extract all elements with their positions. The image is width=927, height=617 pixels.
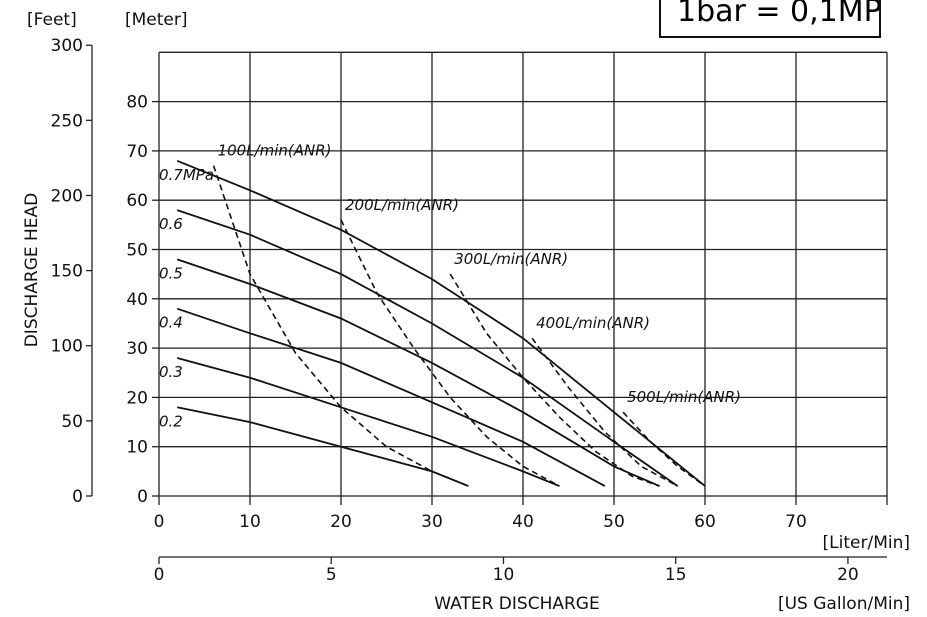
gallon-tick-label: 15 bbox=[665, 565, 687, 585]
air-consumption-label: 100L/min(ANR) bbox=[218, 142, 332, 160]
liter-tick-label: 30 bbox=[421, 512, 443, 532]
liter-tick-label: 10 bbox=[239, 512, 261, 532]
liter-tick-label: 0 bbox=[154, 512, 165, 532]
y-axis-title: DISCHARGE HEAD bbox=[22, 193, 42, 348]
meter-tick-label: 0 bbox=[137, 487, 148, 507]
meter-tick-label: 80 bbox=[126, 93, 148, 113]
feet-tick-label: 300 bbox=[51, 36, 83, 56]
air-consumption-curve-300L/min(ANR) bbox=[449, 273, 660, 487]
unit-conversion-note: 1bar = 0,1MPa bbox=[659, 0, 881, 38]
air-consumption-curve-200L/min(ANR) bbox=[340, 219, 560, 487]
feet-tick-label: 150 bbox=[51, 262, 83, 282]
air-consumption-curve-400L/min(ANR) bbox=[531, 337, 679, 487]
meter-tick-label: 30 bbox=[126, 339, 148, 359]
pressure-curve-0.6 bbox=[176, 209, 679, 487]
meter-tick-label: 60 bbox=[126, 191, 148, 211]
air-consumption-label: 200L/min(ANR) bbox=[345, 196, 459, 214]
pressure-label: 0.2 bbox=[159, 412, 183, 430]
feet-tick-label: 250 bbox=[51, 111, 83, 131]
pressure-label: 0.6 bbox=[159, 215, 183, 233]
gallon-tick-label: 20 bbox=[837, 565, 859, 585]
gallon-tick-label: 0 bbox=[154, 565, 165, 585]
air-consumption-curve-100L/min(ANR) bbox=[212, 165, 469, 487]
meter-tick-label: 10 bbox=[126, 438, 148, 458]
liter-tick-label: 40 bbox=[512, 512, 534, 532]
feet-tick-label: 50 bbox=[61, 412, 83, 432]
liter-tick-label: 50 bbox=[603, 512, 625, 532]
gallon-tick-label: 10 bbox=[493, 565, 515, 585]
liter-tick-label: 20 bbox=[330, 512, 352, 532]
grid bbox=[159, 51, 888, 496]
pressure-label: 0.3 bbox=[159, 363, 183, 381]
pressure-curve-0.3 bbox=[176, 357, 560, 487]
pressure-curve-0.5 bbox=[176, 258, 660, 487]
liter-tick-label: 70 bbox=[785, 512, 807, 532]
air-consumption-label: 300L/min(ANR) bbox=[454, 250, 568, 268]
meter-tick-label: 50 bbox=[126, 241, 148, 261]
air-consumption-label: 400L/min(ANR) bbox=[536, 314, 650, 332]
liter-tick-label: 60 bbox=[694, 512, 716, 532]
labels: 05010015020025030001020304050607080[Feet… bbox=[22, 10, 910, 614]
meter-tick-label: 20 bbox=[126, 388, 148, 408]
gallon-tick-label: 5 bbox=[326, 565, 337, 585]
meter-tick-label: 40 bbox=[126, 290, 148, 310]
liter-unit-label: [Liter/Min] bbox=[823, 533, 910, 553]
air-consumption-curve-500L/min(ANR) bbox=[622, 411, 706, 487]
axes bbox=[86, 44, 888, 564]
feet-unit-label: [Feet] bbox=[27, 10, 77, 30]
pressure-label: 0.4 bbox=[159, 314, 183, 332]
feet-tick-label: 100 bbox=[51, 337, 83, 357]
air-consumption-label: 500L/min(ANR) bbox=[627, 388, 741, 406]
pressure-curve-0.7MPa bbox=[176, 159, 706, 487]
meter-tick-label: 70 bbox=[126, 142, 148, 162]
pressure-label: 0.5 bbox=[159, 264, 183, 282]
pressure-label: 0.7MPa bbox=[159, 166, 214, 184]
data-series bbox=[176, 159, 706, 487]
pressure-curve-0.4 bbox=[176, 307, 606, 487]
feet-tick-label: 0 bbox=[72, 487, 83, 507]
feet-tick-label: 200 bbox=[51, 186, 83, 206]
meter-unit-label: [Meter] bbox=[125, 10, 188, 30]
x-axis-title: WATER DISCHARGE bbox=[434, 594, 599, 614]
gallon-unit-label: [US Gallon/Min] bbox=[778, 594, 910, 614]
